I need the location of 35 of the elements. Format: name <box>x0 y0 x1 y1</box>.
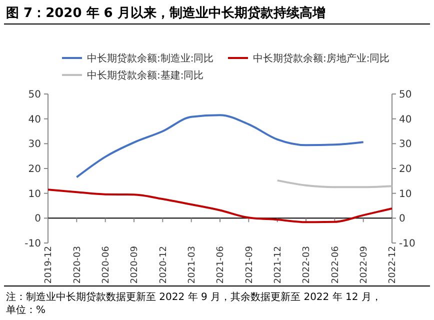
y-tick-label: 40 <box>28 114 41 126</box>
y-tick-label: -10 <box>24 238 41 250</box>
x-tick-label: 2021-12 <box>274 246 284 284</box>
y-tick-label: 20 <box>28 164 41 175</box>
y-tick-label: 50 <box>28 90 41 100</box>
x-tick-label: 2020-06 <box>102 246 112 284</box>
x-tick-label: 2022-12 <box>388 246 398 284</box>
x-tick-label: 2022-03 <box>302 246 312 284</box>
y2-tick-label: -10 <box>399 238 416 250</box>
y2-tick-label: 0 <box>399 214 406 225</box>
chart-title: 图 7：2020 年 6 月以来，制造业中长期贷款持续高增 <box>6 5 326 21</box>
y-tick-label: 0 <box>34 214 41 225</box>
y2-tick-label: 40 <box>399 114 412 126</box>
legend-label: 中长期贷款余额:房地产业:同比 <box>253 52 390 64</box>
line-series <box>47 188 393 224</box>
x-tick-label: 2021-03 <box>188 246 198 284</box>
x-tick-label: 2020-03 <box>72 246 83 284</box>
y2-tick-label: 10 <box>399 188 412 200</box>
line-series <box>76 114 364 178</box>
y-tick-label: 10 <box>28 188 41 200</box>
y2-tick-label: 50 <box>399 90 412 100</box>
line-series <box>276 179 393 188</box>
x-tick-label: 2020-09 <box>130 246 140 284</box>
x-tick-label: 2022-06 <box>330 246 341 284</box>
y2-tick-label: 20 <box>399 164 412 175</box>
y-tick-label: 30 <box>28 139 41 150</box>
x-tick-label: 2021-06 <box>216 246 226 284</box>
legend-label: 中长期贷款余额:基建:同比 <box>87 70 204 82</box>
x-tick-label: 2019-12 <box>44 246 54 284</box>
x-tick-label: 2022-09 <box>360 246 370 284</box>
y2-tick-label: 30 <box>399 139 412 150</box>
legend-label: 中长期贷款余额:制造业:同比 <box>87 52 214 64</box>
x-tick-label: 2020-12 <box>158 246 169 284</box>
text: 注：制造业中长期贷款数据更新至 2022 年 9 月，其余数据更新至 2022 年 12 月，单位：% <box>6 291 382 316</box>
x-tick-label: 2021-09 <box>244 246 255 284</box>
